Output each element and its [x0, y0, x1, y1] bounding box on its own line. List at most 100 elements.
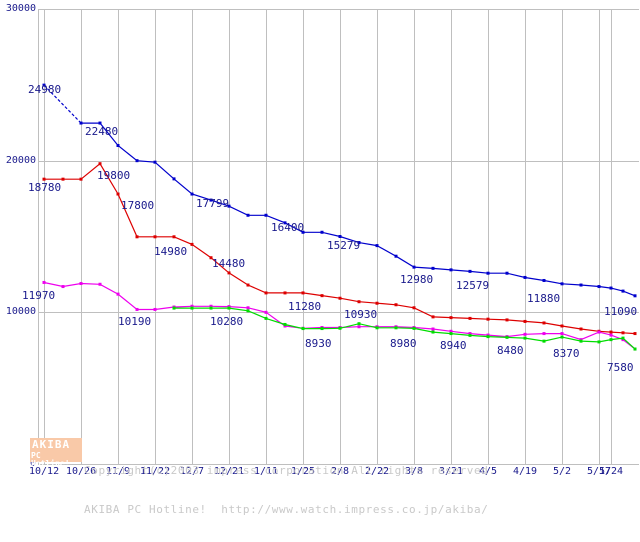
data-point-marker: [468, 316, 472, 320]
y-tick-label: 20000: [5, 154, 36, 166]
data-point-marker: [190, 192, 194, 196]
data-value-label: 10190: [118, 315, 152, 328]
data-point-marker: [560, 335, 564, 339]
data-value-label: 11880: [527, 292, 561, 305]
data-point-marker: [42, 280, 46, 284]
data-value-label: 8370: [553, 347, 580, 360]
akiba-pc-hotline-logo: AKIBA PC Hotline!: [30, 438, 82, 468]
data-value-label: 19800: [97, 169, 131, 182]
price-trend-line-chart: [38, 9, 639, 465]
data-point-marker: [283, 322, 287, 326]
data-point-marker: [135, 159, 139, 163]
x-tick-label: 11/22: [140, 466, 171, 477]
data-value-label: 12980: [400, 273, 434, 286]
data-value-label: 24980: [28, 83, 62, 96]
data-point-marker: [468, 269, 472, 273]
data-point-marker: [61, 177, 65, 181]
data-point-marker: [621, 331, 625, 335]
data-value-label: 11090: [604, 305, 638, 318]
data-point-marker: [375, 301, 379, 305]
data-point-marker: [560, 324, 564, 328]
x-tick-label: 3/8: [405, 466, 424, 477]
data-point-marker: [609, 333, 613, 337]
data-point-marker: [209, 304, 213, 308]
data-point-marker: [505, 318, 509, 322]
data-point-marker: [264, 291, 268, 295]
series-line: [81, 122, 636, 297]
data-point-marker: [597, 330, 601, 334]
data-point-marker: [449, 268, 453, 272]
x-tick-label: 10/12: [29, 466, 60, 477]
data-point-marker: [116, 292, 120, 296]
data-point-marker: [621, 338, 625, 342]
data-point-marker: [431, 315, 435, 319]
data-point-marker: [98, 121, 102, 125]
data-point-marker: [542, 339, 546, 343]
x-tick-label: 2/8: [331, 466, 350, 477]
data-value-label: 11970: [22, 289, 56, 302]
data-point-marker: [412, 326, 416, 330]
x-tick-label: 11/9: [106, 466, 131, 477]
data-value-label: 18780: [28, 181, 62, 194]
y-tick-label: 30000: [5, 3, 36, 14]
data-point-marker: [523, 336, 527, 340]
logo-bottom-text: PC Hotline!: [31, 451, 70, 468]
x-tick-label: 4/5: [479, 466, 498, 477]
data-point-marker: [209, 256, 213, 260]
data-point-marker: [227, 204, 231, 208]
data-point-marker: [264, 316, 268, 320]
data-point-marker: [209, 306, 213, 310]
data-point-marker: [283, 221, 287, 225]
data-value-label: 8480: [497, 344, 524, 357]
data-point-marker: [412, 265, 416, 269]
data-value-label: 10280: [210, 315, 244, 328]
data-point-marker: [246, 283, 250, 287]
data-point-marker: [560, 282, 564, 286]
data-value-label: 15279: [327, 239, 361, 252]
data-value-label: 14480: [212, 257, 246, 270]
data-point-marker: [375, 326, 379, 330]
data-point-marker: [246, 309, 250, 313]
x-tick-label: 1/11: [254, 466, 279, 477]
data-point-marker: [227, 306, 231, 310]
data-point-marker: [633, 332, 637, 336]
data-point-marker: [320, 294, 324, 298]
data-value-label: 12579: [456, 279, 490, 292]
data-point-marker: [338, 235, 342, 238]
series-line: [44, 162, 636, 335]
data-point-marker: [190, 242, 194, 246]
data-point-marker: [264, 310, 268, 314]
data-value-label: 16400: [271, 221, 305, 234]
x-tick-label: 12/21: [214, 466, 245, 477]
data-point-marker: [560, 332, 564, 336]
data-point-marker: [542, 332, 546, 336]
series-gap-connector: [43, 84, 82, 124]
series-line: [43, 281, 636, 350]
data-point-marker: [116, 192, 120, 196]
data-point-marker: [227, 305, 231, 309]
x-tick-label: 4/19: [513, 466, 538, 477]
data-point-marker: [394, 326, 398, 330]
x-tick-label: 2/22: [365, 466, 390, 477]
data-point-marker: [579, 283, 583, 287]
data-point-marker: [609, 338, 613, 342]
logo-top-text: AKIBA: [32, 438, 71, 451]
copyright-block: Copyright(c)2003 impress corporation All…: [84, 438, 496, 542]
data-point-marker: [98, 282, 102, 286]
series-green: [172, 306, 637, 351]
series-layer: [42, 83, 637, 351]
data-point-marker: [357, 322, 361, 326]
data-point-marker: [431, 266, 435, 270]
data-value-label: 10930: [344, 308, 378, 321]
data-point-marker: [523, 275, 527, 279]
data-point-marker: [301, 230, 305, 234]
x-tick-label: 12/7: [180, 466, 205, 477]
data-point-marker: [621, 289, 625, 293]
x-tick-label: 1/25: [291, 466, 316, 477]
data-point-marker: [301, 327, 305, 331]
data-value-label: 22480: [85, 125, 119, 138]
data-value-label: 8930: [305, 337, 332, 350]
chart-root: 0 10000 20000 30000 10/12 10/26 11/9 11/22 12/7…: [5, 3, 639, 516]
data-point-marker: [135, 307, 139, 311]
data-point-marker: [597, 285, 601, 289]
